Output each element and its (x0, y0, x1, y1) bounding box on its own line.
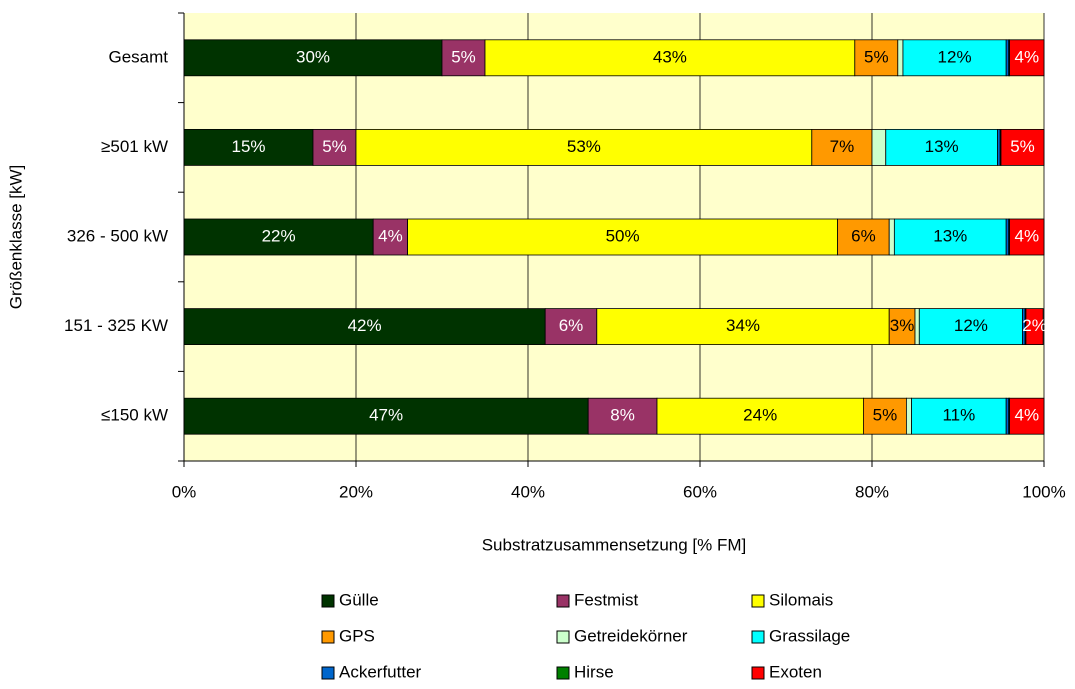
bar-segment (918, 308, 1023, 346)
legend-swatch (751, 630, 765, 644)
y-axis-label: Größenklasse [kW] (6, 165, 25, 310)
bar-segment (656, 397, 864, 435)
data-label: 6% (559, 316, 584, 335)
legend-swatch (321, 630, 335, 644)
data-label: 11% (942, 406, 975, 425)
bar-segment (885, 128, 998, 166)
bar-segment (1009, 39, 1045, 77)
bar-segment (544, 308, 598, 346)
legend-swatch (321, 666, 335, 680)
bar-segment (587, 397, 658, 435)
data-label: 12% (954, 316, 988, 335)
bar-segment (914, 308, 920, 346)
data-label: 8% (610, 406, 635, 425)
legend-label: Festmist (574, 590, 639, 609)
legend-label: Ackerfutter (339, 662, 422, 681)
x-tick-label: 100% (1022, 482, 1065, 501)
y-tick-label: ≥501 kW (101, 137, 168, 156)
x-tick-label: 60% (683, 482, 717, 501)
bar-segment (871, 128, 887, 166)
legend-label: Exoten (769, 662, 822, 681)
x-tick-label: 20% (339, 482, 373, 501)
data-label: 4% (378, 226, 403, 245)
data-label: 24% (743, 406, 777, 425)
data-label: 13% (925, 137, 959, 156)
data-label: 47% (369, 406, 403, 425)
bar-segment (1000, 128, 1045, 166)
bar-segment (888, 218, 895, 256)
data-label: 15% (231, 137, 265, 156)
y-tick-label: ≤150 kW (101, 406, 168, 425)
data-label: 5% (451, 47, 476, 66)
bar-segment (596, 308, 890, 346)
data-label: 4% (1015, 47, 1040, 66)
bar-segment (863, 397, 907, 435)
x-tick-label: 40% (511, 482, 545, 501)
bar-segment (183, 128, 314, 166)
bar-segment (854, 39, 899, 77)
data-label: 5% (322, 137, 347, 156)
data-label: 2% (1022, 316, 1047, 335)
x-axis-label: Substratzusammensetzung [% FM] (482, 535, 747, 554)
data-label: 34% (726, 316, 760, 335)
bar-segment (484, 39, 856, 77)
bar-segment (1025, 308, 1044, 346)
data-label: 13% (933, 226, 967, 245)
bar-segment (897, 39, 904, 77)
data-label: 22% (262, 226, 296, 245)
bar-segment (183, 218, 374, 256)
data-label: 5% (864, 47, 889, 66)
data-label: 30% (296, 47, 330, 66)
bar-segment (1009, 397, 1045, 435)
data-label: 12% (938, 47, 972, 66)
data-label: 50% (606, 226, 640, 245)
bar-segment (355, 128, 813, 166)
y-tick-label: 326 - 500 kW (67, 226, 168, 245)
x-tick-label: 80% (855, 482, 889, 501)
legend-label: Grassilage (769, 626, 850, 645)
legend-swatch (751, 594, 765, 608)
data-label: 4% (1015, 406, 1040, 425)
data-label: 3% (890, 316, 915, 335)
y-tick-label: Gesamt (108, 47, 168, 66)
legend-swatch (556, 630, 570, 644)
bar-segment (888, 308, 916, 346)
legend-label: Hirse (574, 662, 614, 681)
data-label: 42% (348, 316, 382, 335)
y-tick-label: 151 - 325 KW (64, 316, 168, 335)
legend-swatch (556, 666, 570, 680)
data-label: 6% (851, 226, 876, 245)
legend-label: Getreidekörner (574, 626, 688, 645)
data-label: 53% (567, 137, 601, 156)
bar-segment (837, 218, 890, 256)
bar-segment (811, 128, 873, 166)
legend-label: GPS (339, 626, 375, 645)
legend-swatch (321, 594, 335, 608)
legend-label: Silomais (769, 590, 833, 609)
data-label: 5% (1010, 137, 1035, 156)
data-label: 4% (1015, 226, 1040, 245)
bar-segment (906, 397, 912, 435)
bar-segment (911, 397, 1007, 435)
bar-segment (1009, 218, 1045, 256)
data-label: 43% (653, 47, 687, 66)
legend-label: Gülle (339, 590, 379, 609)
data-label: 5% (873, 406, 898, 425)
data-label: 7% (830, 137, 855, 156)
bar-segment (902, 39, 1007, 77)
bar-segment (183, 397, 589, 435)
legend-swatch (751, 666, 765, 680)
x-tick-label: 0% (172, 482, 197, 501)
legend-swatch (556, 594, 570, 608)
